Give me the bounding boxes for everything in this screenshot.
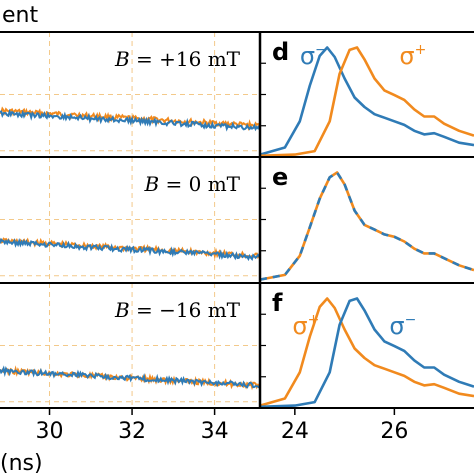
polarization-annotation: σ+ [292,312,319,340]
right-spectra-curves [259,46,474,409]
x-tick-label: 34 [201,419,229,444]
series-line-blue [0,237,261,262]
panel-field-label: B = −16 mT [114,298,241,322]
x-tick-label: 24 [281,419,309,444]
series-line-blue [259,297,474,409]
left-gridlines [0,32,260,408]
text-labels: ent (ns) B = +16 mT B = 0 mT B = −16 mT 30 32 3… [0,3,426,474]
polarization-annotation: σ+ [399,42,426,70]
series-line-blue [0,108,261,132]
series-line-blue [259,46,474,156]
panel-field-label: B = +16 mT [114,47,241,71]
series-line-blue [259,171,474,281]
series-line-orange [259,297,474,407]
series-line-orange [259,46,474,158]
panel-field-label: B = 0 mT [143,172,240,196]
series-line-blue [0,365,260,389]
x-tick-label: 26 [380,419,408,444]
panel-letter: d [272,38,289,66]
left-decay-traces [0,106,261,391]
panel-letter: f [272,289,283,317]
series-line-orange [259,171,474,281]
polarization-annotation: σ− [300,42,327,70]
x-tick-label: 30 [36,419,64,444]
header-fragment: ent [2,3,38,28]
x-tick-label: 32 [118,419,146,444]
xaxis-label-fragment: (ns) [0,451,43,474]
panel-frames [0,31,474,415]
panel-letter: e [272,163,288,191]
polarization-annotation: σ− [389,312,416,340]
